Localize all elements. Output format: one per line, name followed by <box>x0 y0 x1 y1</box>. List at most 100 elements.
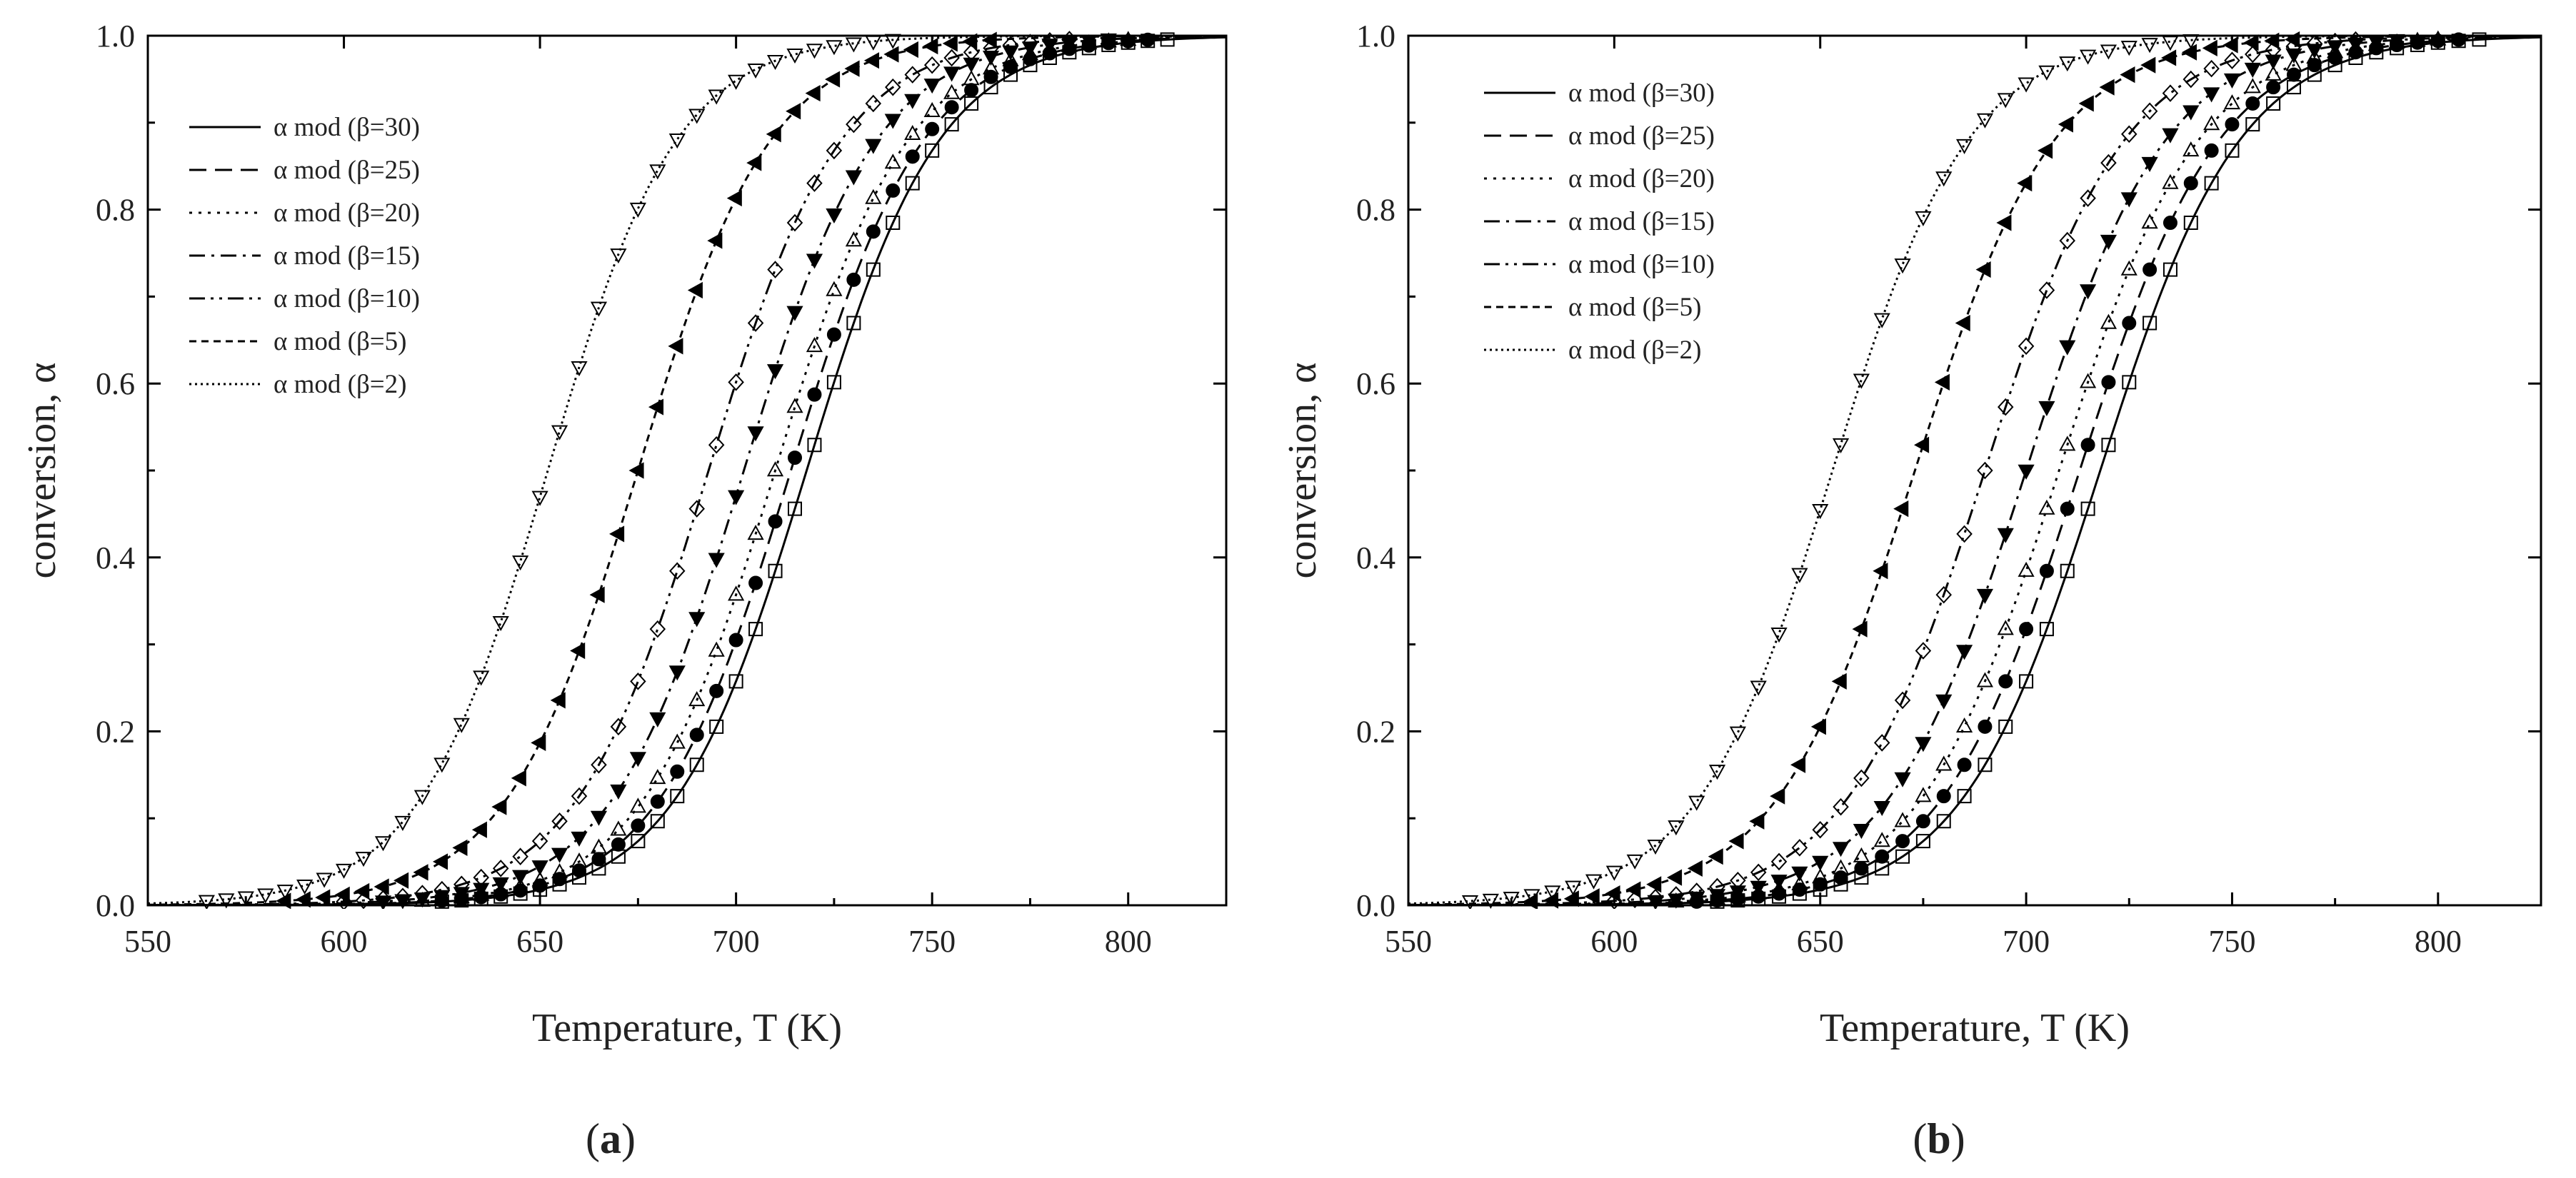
data-point <box>668 338 683 355</box>
legend: α mod (β=30) α mod (β=25) α mod (β=20) α mo… <box>189 113 420 399</box>
data-point <box>1770 875 1788 890</box>
data-point <box>904 124 921 141</box>
data-point <box>2224 51 2240 69</box>
data-point <box>413 864 429 881</box>
data-point <box>1936 814 1951 829</box>
chart-panel-b: 550 600 650 700 750 800 0.0 0.2 0.4 0.6 0.8 1.0 Temp… <box>1281 19 2542 1050</box>
data-point <box>394 815 411 831</box>
data-point <box>2058 116 2073 133</box>
data-point <box>1750 863 1767 882</box>
data-point <box>1975 261 1991 278</box>
series-line-6 <box>148 34 1226 905</box>
data-point <box>1461 895 1479 909</box>
data-point <box>1894 772 1911 787</box>
data-point <box>884 114 901 129</box>
data-point <box>531 734 546 752</box>
data-point <box>845 231 862 247</box>
data-point <box>531 490 548 506</box>
data-point <box>1022 34 1038 51</box>
data-point <box>788 450 802 465</box>
series-markers-2 <box>1668 30 2447 908</box>
data-point <box>571 831 588 847</box>
data-point <box>708 641 725 657</box>
data-point <box>1646 876 1662 893</box>
data-point <box>315 889 331 906</box>
data-point <box>1668 820 1685 836</box>
data-point <box>1791 866 1808 882</box>
data-point <box>2161 49 2177 66</box>
data-point <box>2225 117 2240 132</box>
data-point <box>904 66 921 84</box>
data-point <box>629 202 646 218</box>
data-point <box>1934 373 1950 391</box>
data-point <box>2472 32 2487 47</box>
data-point <box>492 882 509 897</box>
legend-label: α mod (β=30) <box>274 113 420 142</box>
data-point <box>2038 281 2055 299</box>
data-point <box>962 33 978 50</box>
data-point <box>766 461 784 477</box>
data-point <box>807 438 822 453</box>
data-point <box>2019 622 2034 637</box>
data-point <box>551 425 568 441</box>
data-point <box>276 885 294 900</box>
data-point <box>2141 102 2158 121</box>
data-point <box>964 96 979 111</box>
data-point <box>1833 797 1849 816</box>
data-point <box>944 100 959 115</box>
data-point <box>1997 620 2014 635</box>
data-point <box>767 261 783 278</box>
data-point <box>649 769 666 785</box>
data-point <box>1832 438 1850 454</box>
data-point <box>1708 889 1726 905</box>
data-point <box>689 757 704 772</box>
data-point <box>1915 211 1932 226</box>
data-point <box>198 895 215 909</box>
data-point <box>1935 694 1953 710</box>
data-point <box>590 838 608 854</box>
data-point <box>1668 886 1685 904</box>
data-point <box>2141 38 2158 54</box>
y-tick-label: 0.8 <box>1356 193 1395 228</box>
data-point <box>865 35 882 51</box>
data-point <box>492 860 509 877</box>
data-point <box>708 89 725 105</box>
data-point <box>1708 765 1726 780</box>
data-point <box>846 316 861 331</box>
data-point <box>453 888 470 904</box>
data-point <box>2162 84 2179 102</box>
data-point <box>2183 216 2198 231</box>
data-point <box>2039 622 2054 637</box>
data-point <box>453 875 470 894</box>
data-point <box>1976 672 1994 688</box>
data-point <box>1688 795 1705 811</box>
data-point <box>2141 213 2158 229</box>
data-point <box>2243 34 2259 51</box>
data-point <box>453 718 470 733</box>
data-point <box>982 51 1000 66</box>
data-point <box>1002 51 1019 66</box>
data-point <box>688 691 706 707</box>
data-point <box>766 364 784 380</box>
data-point <box>2286 67 2301 82</box>
data-point <box>1894 691 1911 710</box>
data-point <box>983 69 998 84</box>
data-point <box>2182 141 2200 157</box>
legend-label: α mod (β=10) <box>1568 250 1715 279</box>
data-point <box>1894 812 1911 827</box>
data-point <box>1002 36 1019 54</box>
data-point <box>669 562 686 580</box>
data-point <box>335 863 353 879</box>
data-point <box>531 832 548 850</box>
data-point <box>649 164 666 180</box>
data-point <box>650 814 665 829</box>
data-point <box>747 314 764 332</box>
data-point <box>1955 645 1973 660</box>
series-markers-3 <box>374 33 1117 909</box>
data-point <box>2266 96 2281 111</box>
data-point <box>2306 49 2323 64</box>
data-point <box>905 149 920 164</box>
legend-label: α mod (β=20) <box>1568 164 1715 193</box>
data-point <box>1729 726 1746 742</box>
data-point <box>1790 756 1806 773</box>
